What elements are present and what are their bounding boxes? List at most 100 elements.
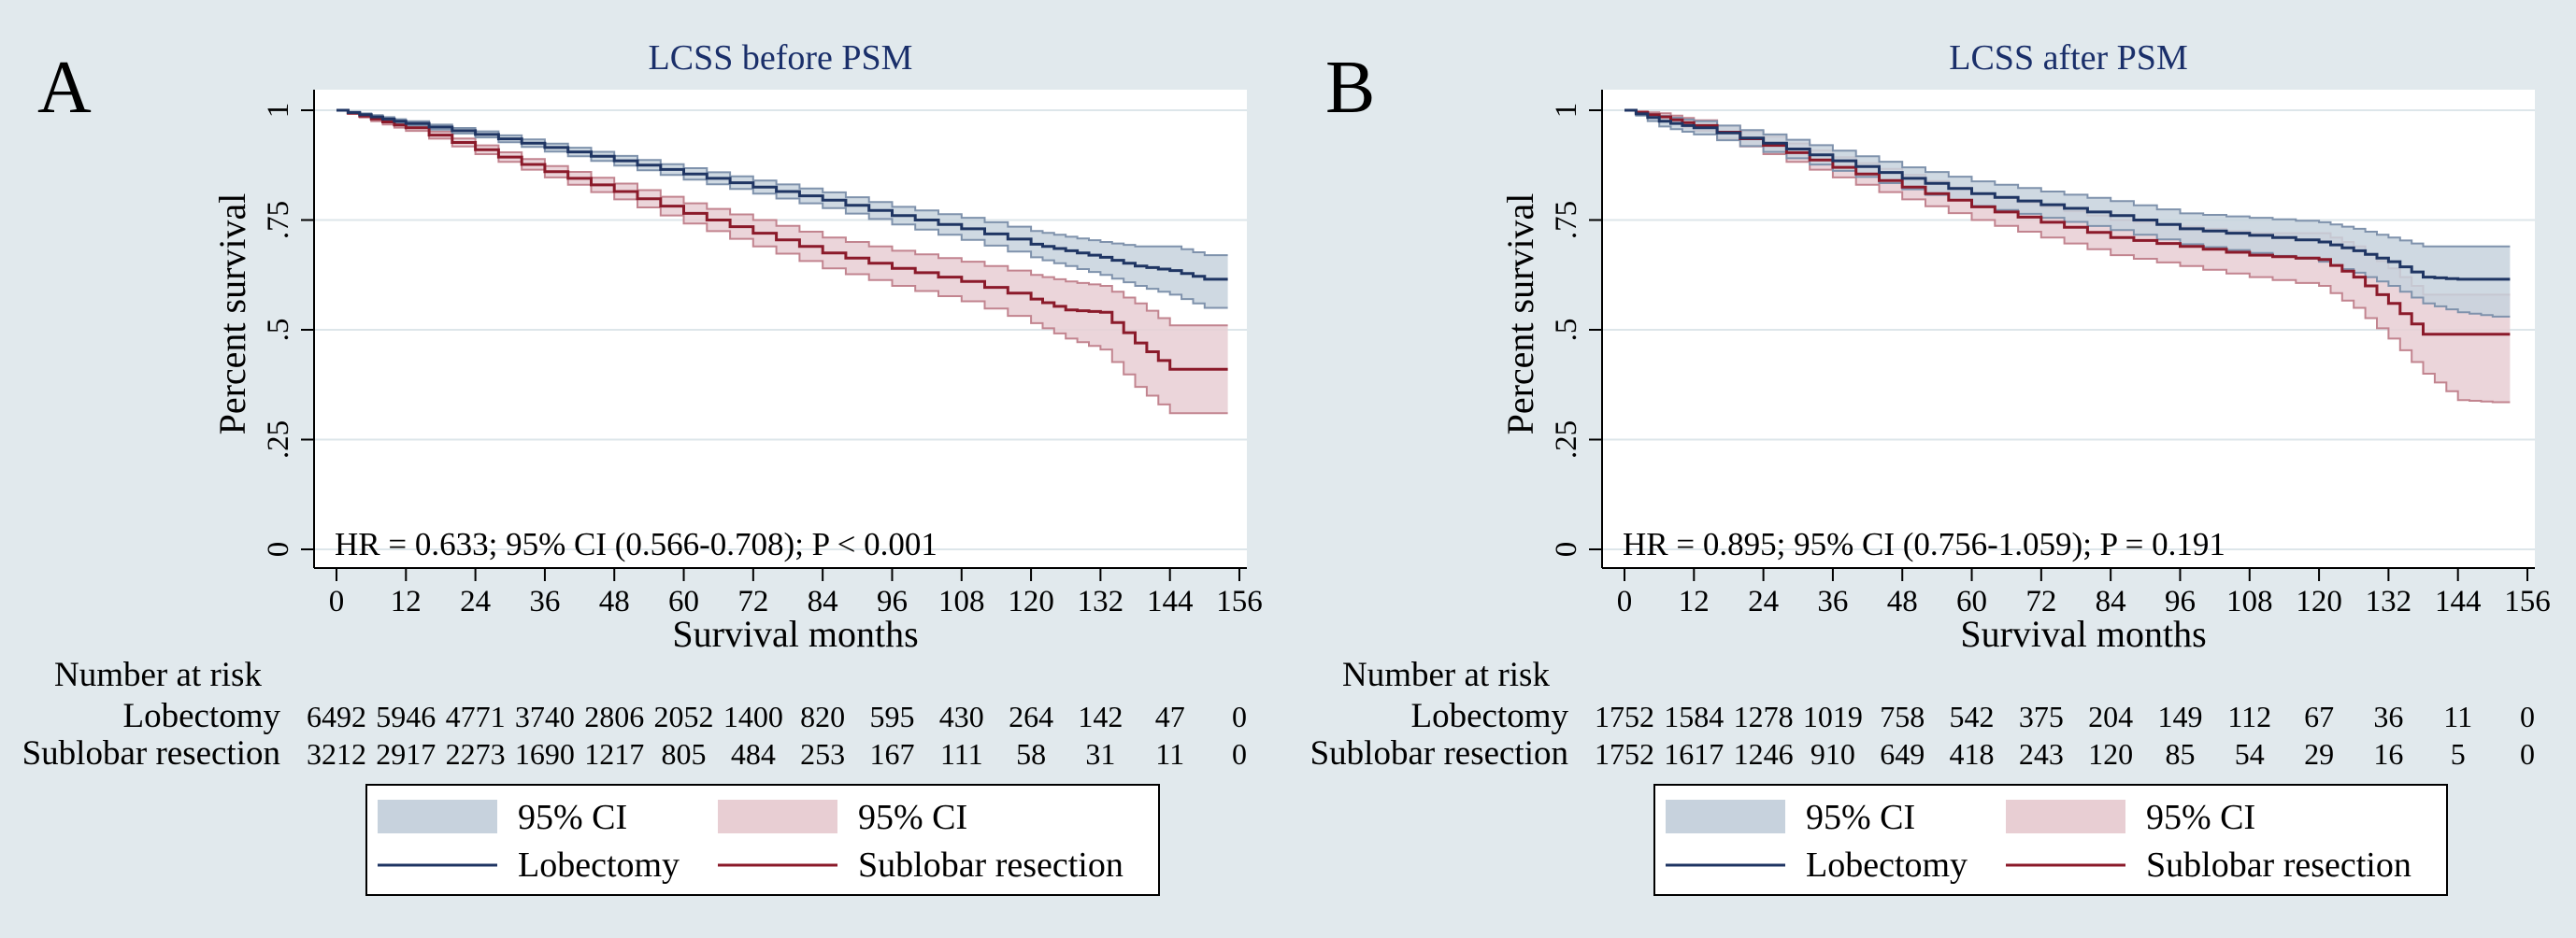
risk-row-label: Lobectomy xyxy=(122,697,280,735)
x-tick-label: 0 xyxy=(1617,585,1633,618)
risk-value: 111 xyxy=(940,737,983,771)
x-tick-label: 24 xyxy=(1748,585,1779,618)
legend-swatch-lobectomy-ci xyxy=(378,800,497,833)
risk-value: 6492 xyxy=(307,700,366,733)
risk-value: 430 xyxy=(939,700,984,733)
risk-value: 54 xyxy=(2235,737,2265,771)
risk-value: 1246 xyxy=(1734,737,1794,771)
x-tick-label: 108 xyxy=(938,585,985,618)
risk-value: 11 xyxy=(2443,700,2472,733)
legend-label: 95% CI xyxy=(2146,798,2255,837)
x-tick-label: 48 xyxy=(1887,585,1918,618)
risk-value: 5 xyxy=(2451,737,2466,771)
risk-value: 253 xyxy=(800,737,845,771)
lobectomy-survival-line xyxy=(1624,108,2511,281)
y-tick-label: 1 xyxy=(262,103,295,119)
risk-value: 36 xyxy=(2373,700,2403,733)
x-tick-label: 84 xyxy=(2096,585,2126,618)
risk-value: 2806 xyxy=(584,700,644,733)
risk-value: 3212 xyxy=(307,737,366,771)
sublobar-ci-lower xyxy=(336,109,1228,415)
legend-label: 95% CI xyxy=(1806,798,1915,837)
y-tick-label: .75 xyxy=(1550,201,1583,239)
sublobar-ci-band xyxy=(336,110,1228,414)
risk-value: 1278 xyxy=(1734,700,1794,733)
risk-value: 2917 xyxy=(376,737,436,771)
chart-title: LCSS before PSM xyxy=(649,38,913,78)
legend-label: 95% CI xyxy=(518,798,627,837)
risk-value: 4771 xyxy=(446,700,506,733)
x-tick-label: 120 xyxy=(2296,585,2342,618)
y-tick-label: 0 xyxy=(262,542,295,558)
risk-value: 758 xyxy=(1880,700,1925,733)
risk-value: 1400 xyxy=(723,700,783,733)
risk-value: 5946 xyxy=(376,700,436,733)
x-tick-label: 48 xyxy=(599,585,630,618)
lobectomy-ci-lower xyxy=(1624,109,2511,318)
lobectomy-ci-lower xyxy=(336,109,1228,309)
x-tick-label: 96 xyxy=(877,585,908,618)
hr-annotation: HR = 0.633; 95% CI (0.566-0.708); P < 0.… xyxy=(335,526,937,562)
risk-value: 805 xyxy=(662,737,707,771)
y-tick-label: .5 xyxy=(1550,319,1583,342)
risk-value: 0 xyxy=(1232,700,1247,733)
x-tick-label: 0 xyxy=(329,585,345,618)
risk-table-heading: Number at risk xyxy=(54,656,262,694)
panel-label: B xyxy=(1325,47,1375,129)
x-tick-label: 156 xyxy=(1216,585,1263,618)
panel-b: B LCSS after PSM 0 .25 .5 .75 1 Percent surviva… xyxy=(1310,38,2551,896)
x-tick-label: 60 xyxy=(668,585,699,618)
y-tick-label: .25 xyxy=(1550,420,1583,459)
x-tick-label: 72 xyxy=(2025,585,2056,618)
x-axis-label: Survival months xyxy=(1960,613,2206,655)
risk-value: 595 xyxy=(869,700,914,733)
x-tick-label: 132 xyxy=(1078,585,1124,618)
risk-value: 2052 xyxy=(654,700,714,733)
risk-value: 649 xyxy=(1880,737,1925,771)
risk-value: 16 xyxy=(2373,737,2403,771)
x-tick-label: 36 xyxy=(529,585,560,618)
x-tick-label: 12 xyxy=(1679,585,1710,618)
risk-value: 1617 xyxy=(1664,737,1724,771)
risk-value: 0 xyxy=(2520,700,2535,733)
x-tick-label: 72 xyxy=(737,585,768,618)
risk-value: 3740 xyxy=(515,700,575,733)
risk-value: 1690 xyxy=(515,737,575,771)
legend-label: Lobectomy xyxy=(1806,846,1968,885)
risk-value: 1752 xyxy=(1595,737,1654,771)
chart-title: LCSS after PSM xyxy=(1949,38,2187,78)
risk-value: 1584 xyxy=(1664,700,1724,733)
risk-value: 142 xyxy=(1078,700,1123,733)
x-axis-label: Survival months xyxy=(672,613,918,655)
x-tick-label: 132 xyxy=(2366,585,2412,618)
risk-value: 149 xyxy=(2157,700,2202,733)
legend-label: 95% CI xyxy=(858,798,967,837)
risk-value: 167 xyxy=(869,737,914,771)
y-axis-label: Percent survival xyxy=(1499,193,1541,435)
x-tick-label: 36 xyxy=(1817,585,1848,618)
risk-value: 47 xyxy=(1155,700,1185,733)
sublobar-survival-line xyxy=(336,108,1228,371)
risk-value: 264 xyxy=(1009,700,1053,733)
y-tick-label: 1 xyxy=(1550,103,1583,119)
x-tick-label: 156 xyxy=(2504,585,2551,618)
x-tick-label: 60 xyxy=(1956,585,1987,618)
x-tick-label: 24 xyxy=(460,585,491,618)
risk-value: 820 xyxy=(800,700,845,733)
x-tick-label: 108 xyxy=(2226,585,2273,618)
risk-value: 0 xyxy=(1232,737,1247,771)
risk-value: 85 xyxy=(2165,737,2195,771)
legend-swatch-sublobar-ci xyxy=(2006,800,2125,833)
legend-label: Sublobar resection xyxy=(858,846,1123,885)
risk-value: 910 xyxy=(1810,737,1855,771)
y-tick-label: .5 xyxy=(262,319,295,342)
risk-value: 112 xyxy=(2227,700,2271,733)
risk-value: 2273 xyxy=(446,737,506,771)
legend-swatch-sublobar-ci xyxy=(718,800,837,833)
risk-value: 204 xyxy=(2088,700,2133,733)
risk-value: 243 xyxy=(2019,737,2064,771)
risk-row-label: Lobectomy xyxy=(1410,697,1568,735)
risk-value: 542 xyxy=(1950,700,1995,733)
x-tick-label: 12 xyxy=(391,585,422,618)
risk-value: 1217 xyxy=(584,737,644,771)
